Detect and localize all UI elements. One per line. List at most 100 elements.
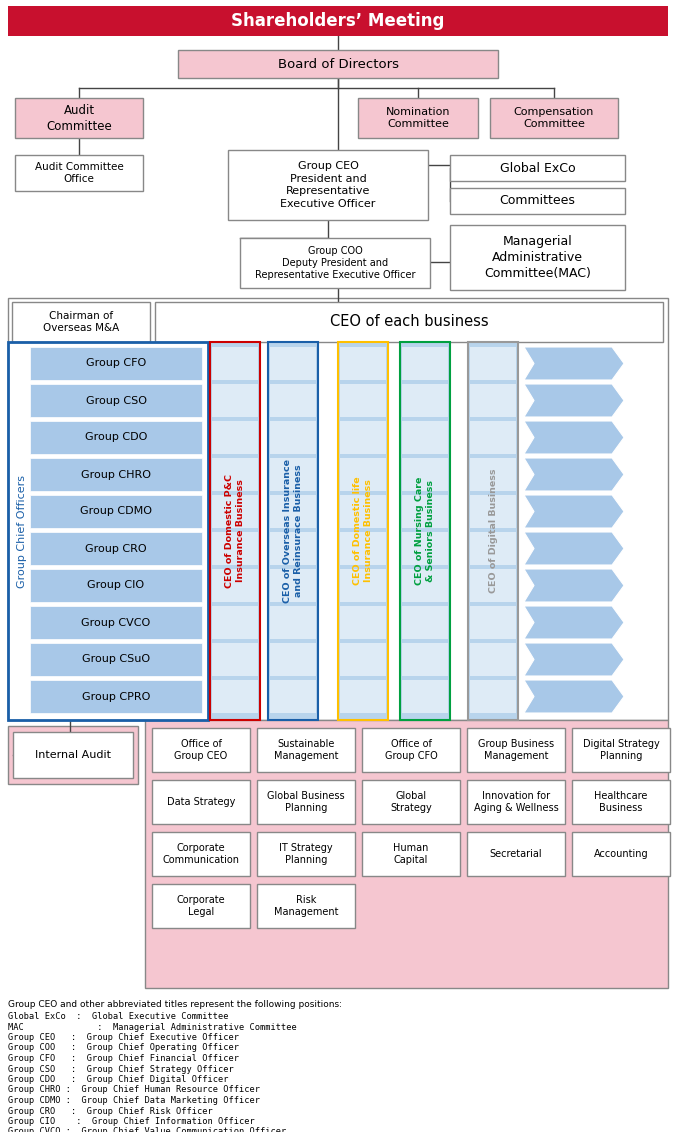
- Bar: [490, 98, 618, 138]
- Bar: [470, 606, 516, 638]
- Bar: [340, 643, 386, 676]
- Text: Global Business
Planning: Global Business Planning: [267, 791, 345, 813]
- Bar: [402, 495, 448, 528]
- Bar: [240, 238, 430, 288]
- Bar: [210, 342, 260, 720]
- Text: Group CEO
President and
Representative
Executive Officer: Group CEO President and Representative E…: [281, 162, 376, 208]
- Bar: [152, 780, 250, 824]
- Bar: [270, 458, 316, 491]
- Bar: [270, 569, 316, 602]
- Bar: [30, 421, 202, 454]
- Bar: [270, 384, 316, 417]
- Bar: [257, 728, 355, 772]
- Bar: [467, 780, 565, 824]
- Text: Group CEO   :  Group Chief Executive Officer: Group CEO : Group Chief Executive Office…: [8, 1034, 239, 1041]
- Bar: [178, 50, 498, 78]
- Text: CEO of Domestic P&C
Insurance Business: CEO of Domestic P&C Insurance Business: [225, 474, 245, 588]
- Text: Data Strategy: Data Strategy: [167, 797, 235, 807]
- Polygon shape: [524, 680, 624, 713]
- Bar: [400, 342, 450, 720]
- Text: Secretarial: Secretarial: [489, 849, 542, 859]
- Bar: [152, 832, 250, 876]
- Text: Group CVCO: Group CVCO: [81, 617, 151, 627]
- Bar: [362, 728, 460, 772]
- Text: Audit
Committee: Audit Committee: [46, 103, 112, 132]
- Text: Global ExCo: Global ExCo: [500, 162, 575, 174]
- Bar: [340, 348, 386, 380]
- Text: Healthcare
Business: Healthcare Business: [594, 791, 648, 813]
- Bar: [470, 643, 516, 676]
- Bar: [212, 643, 258, 676]
- Text: Nomination
Committee: Nomination Committee: [386, 106, 450, 129]
- Bar: [12, 302, 150, 342]
- Bar: [362, 780, 460, 824]
- Bar: [338, 342, 388, 720]
- Text: Audit Committee
Office: Audit Committee Office: [34, 162, 124, 185]
- Polygon shape: [524, 643, 624, 676]
- Bar: [152, 884, 250, 928]
- Text: Group CSuO: Group CSuO: [82, 654, 150, 664]
- Text: CEO of Nursing Care
& Seniors Business: CEO of Nursing Care & Seniors Business: [415, 477, 435, 585]
- Text: Group CIO    :  Group Chief Information Officer: Group CIO : Group Chief Information Offi…: [8, 1117, 255, 1126]
- Text: Group CRO   :  Group Chief Risk Officer: Group CRO : Group Chief Risk Officer: [8, 1106, 213, 1115]
- Text: Managerial
Administrative
Committee(MAC): Managerial Administrative Committee(MAC): [484, 235, 591, 280]
- Polygon shape: [524, 532, 624, 565]
- Text: CEO of Domestic life
Insurance Business: CEO of Domestic life Insurance Business: [354, 477, 372, 585]
- Bar: [470, 348, 516, 380]
- Bar: [212, 569, 258, 602]
- Text: Group CEO and other abbreviated titles represent the following positions:: Group CEO and other abbreviated titles r…: [8, 1000, 342, 1009]
- Bar: [257, 832, 355, 876]
- Text: Sustainable
Management: Sustainable Management: [274, 739, 338, 761]
- Bar: [212, 680, 258, 713]
- Bar: [340, 421, 386, 454]
- Bar: [340, 606, 386, 638]
- Bar: [270, 643, 316, 676]
- Text: Committees: Committees: [500, 195, 575, 207]
- Text: Group CSO   :  Group Chief Strategy Officer: Group CSO : Group Chief Strategy Officer: [8, 1064, 234, 1073]
- Text: Digital Strategy
Planning: Digital Strategy Planning: [583, 739, 659, 761]
- Bar: [450, 188, 625, 214]
- Text: Risk
Management: Risk Management: [274, 894, 338, 917]
- Bar: [340, 384, 386, 417]
- Bar: [470, 680, 516, 713]
- Polygon shape: [524, 495, 624, 528]
- Bar: [30, 384, 202, 417]
- Bar: [152, 728, 250, 772]
- Bar: [340, 458, 386, 491]
- Bar: [212, 495, 258, 528]
- Bar: [257, 884, 355, 928]
- Bar: [402, 643, 448, 676]
- Bar: [340, 532, 386, 565]
- Bar: [212, 458, 258, 491]
- Bar: [402, 458, 448, 491]
- Bar: [340, 569, 386, 602]
- Text: Office of
Group CFO: Office of Group CFO: [385, 739, 437, 761]
- Text: Global ExCo  :  Global Executive Committee: Global ExCo : Global Executive Committee: [8, 1012, 228, 1021]
- Bar: [450, 225, 625, 290]
- Bar: [402, 384, 448, 417]
- Text: Group CFO   :  Group Chief Financial Officer: Group CFO : Group Chief Financial Office…: [8, 1054, 239, 1063]
- Bar: [30, 680, 202, 713]
- Bar: [467, 728, 565, 772]
- Bar: [450, 155, 625, 181]
- Bar: [30, 569, 202, 602]
- Bar: [155, 302, 663, 342]
- Polygon shape: [524, 421, 624, 454]
- Bar: [402, 606, 448, 638]
- Bar: [212, 606, 258, 638]
- Bar: [270, 606, 316, 638]
- Text: Corporate
Communication: Corporate Communication: [162, 843, 239, 865]
- Polygon shape: [524, 458, 624, 491]
- Text: Group CDMO :  Group Chief Data Marketing Officer: Group CDMO : Group Chief Data Marketing …: [8, 1096, 260, 1105]
- Polygon shape: [524, 606, 624, 638]
- Text: Compensation
Committee: Compensation Committee: [514, 106, 594, 129]
- Bar: [470, 532, 516, 565]
- Bar: [358, 98, 478, 138]
- Polygon shape: [524, 348, 624, 380]
- Bar: [30, 532, 202, 565]
- Bar: [572, 780, 670, 824]
- Bar: [402, 421, 448, 454]
- Bar: [212, 421, 258, 454]
- Bar: [402, 348, 448, 380]
- Text: Group CHRO: Group CHRO: [81, 470, 151, 480]
